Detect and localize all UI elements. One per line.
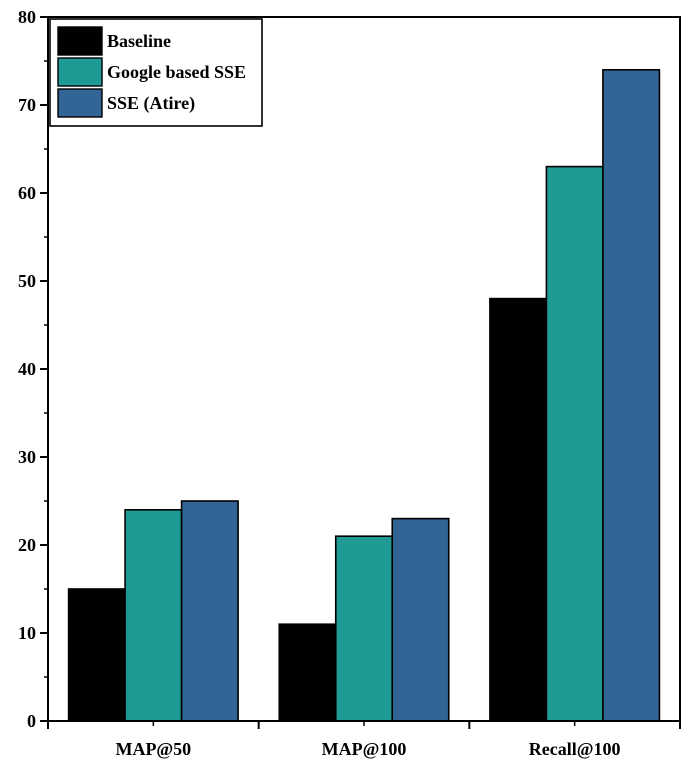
y-tick-label: 40 bbox=[18, 359, 36, 379]
x-tick-label: MAP@100 bbox=[322, 739, 407, 759]
legend-swatch bbox=[57, 57, 103, 87]
bar-google-based-sse-recall-100 bbox=[545, 165, 604, 722]
y-tick-label: 50 bbox=[18, 271, 36, 291]
bars-layer bbox=[67, 69, 661, 722]
legend-label: Baseline bbox=[107, 31, 171, 51]
legend-swatch bbox=[57, 26, 103, 56]
legend: Baseline Google based SSE SSE (Atire) bbox=[49, 18, 263, 127]
bar-google-based-sse-map-100 bbox=[334, 535, 394, 722]
axes-layer: 0 10 20 30 40 50 60 70 80 MAP@50 MAP@100 Recall@100 bbox=[18, 7, 681, 759]
y-tick-label: 60 bbox=[18, 183, 36, 203]
y-tick-label: 0 bbox=[27, 711, 36, 731]
bar-baseline-map-50 bbox=[67, 588, 126, 722]
bar-sse-atire-map-100 bbox=[391, 517, 450, 722]
legend-swatch bbox=[57, 88, 103, 118]
bar-sse-atire-recall-100 bbox=[602, 69, 661, 722]
y-tick-label: 20 bbox=[18, 535, 36, 555]
bar-baseline-map-100 bbox=[278, 623, 337, 722]
bar-google-based-sse-map-50 bbox=[124, 508, 183, 722]
bar-sse-atire-map-50 bbox=[180, 500, 239, 722]
legend-label: SSE (Atire) bbox=[107, 93, 195, 114]
x-tick-label: Recall@100 bbox=[529, 739, 621, 759]
x-tick-label: MAP@50 bbox=[115, 739, 191, 759]
legend-label: Google based SSE bbox=[107, 62, 246, 82]
y-tick-label: 70 bbox=[18, 95, 36, 115]
y-tick-label: 30 bbox=[18, 447, 36, 467]
y-tick-label: 80 bbox=[18, 7, 36, 27]
bar-baseline-recall-100 bbox=[489, 297, 548, 722]
y-tick-label: 10 bbox=[18, 623, 36, 643]
